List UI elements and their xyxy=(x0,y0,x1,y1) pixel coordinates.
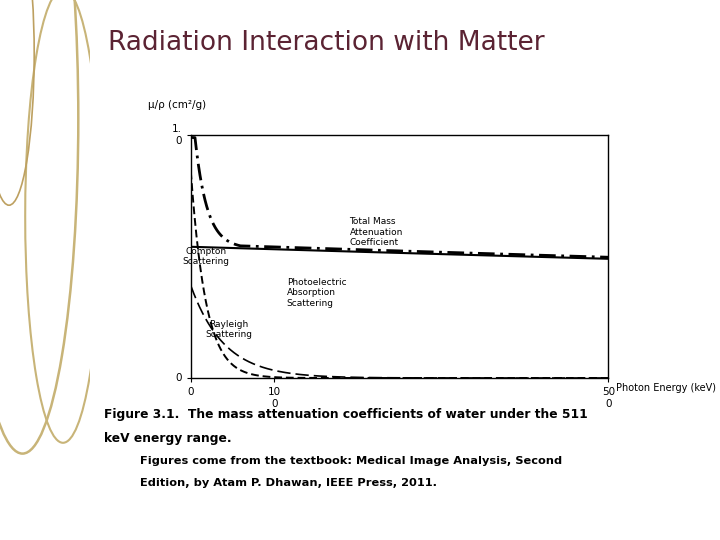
Text: Total Mass
Attenuation
Coefficient: Total Mass Attenuation Coefficient xyxy=(349,217,403,247)
Text: Compton
Scattering: Compton Scattering xyxy=(182,247,230,266)
Text: Radiation Interaction with Matter: Radiation Interaction with Matter xyxy=(108,30,544,56)
Text: Photoelectric
Absorption
Scattering: Photoelectric Absorption Scattering xyxy=(287,278,346,308)
Text: Figure 3.1.  The mass attenuation coefficients of water under the 511: Figure 3.1. The mass attenuation coeffic… xyxy=(104,408,588,421)
Text: Edition, by Atam P. Dhawan, IEEE Press, 2011.: Edition, by Atam P. Dhawan, IEEE Press, … xyxy=(140,478,438,488)
Text: μ/ρ (cm²/g): μ/ρ (cm²/g) xyxy=(148,100,206,110)
Text: Figures come from the textbook: Medical Image Analysis, Second: Figures come from the textbook: Medical … xyxy=(140,456,562,467)
Text: Rayleigh
Scattering: Rayleigh Scattering xyxy=(205,320,252,339)
Text: keV energy range.: keV energy range. xyxy=(104,432,232,445)
Text: Photon Energy (keV): Photon Energy (keV) xyxy=(616,383,716,394)
